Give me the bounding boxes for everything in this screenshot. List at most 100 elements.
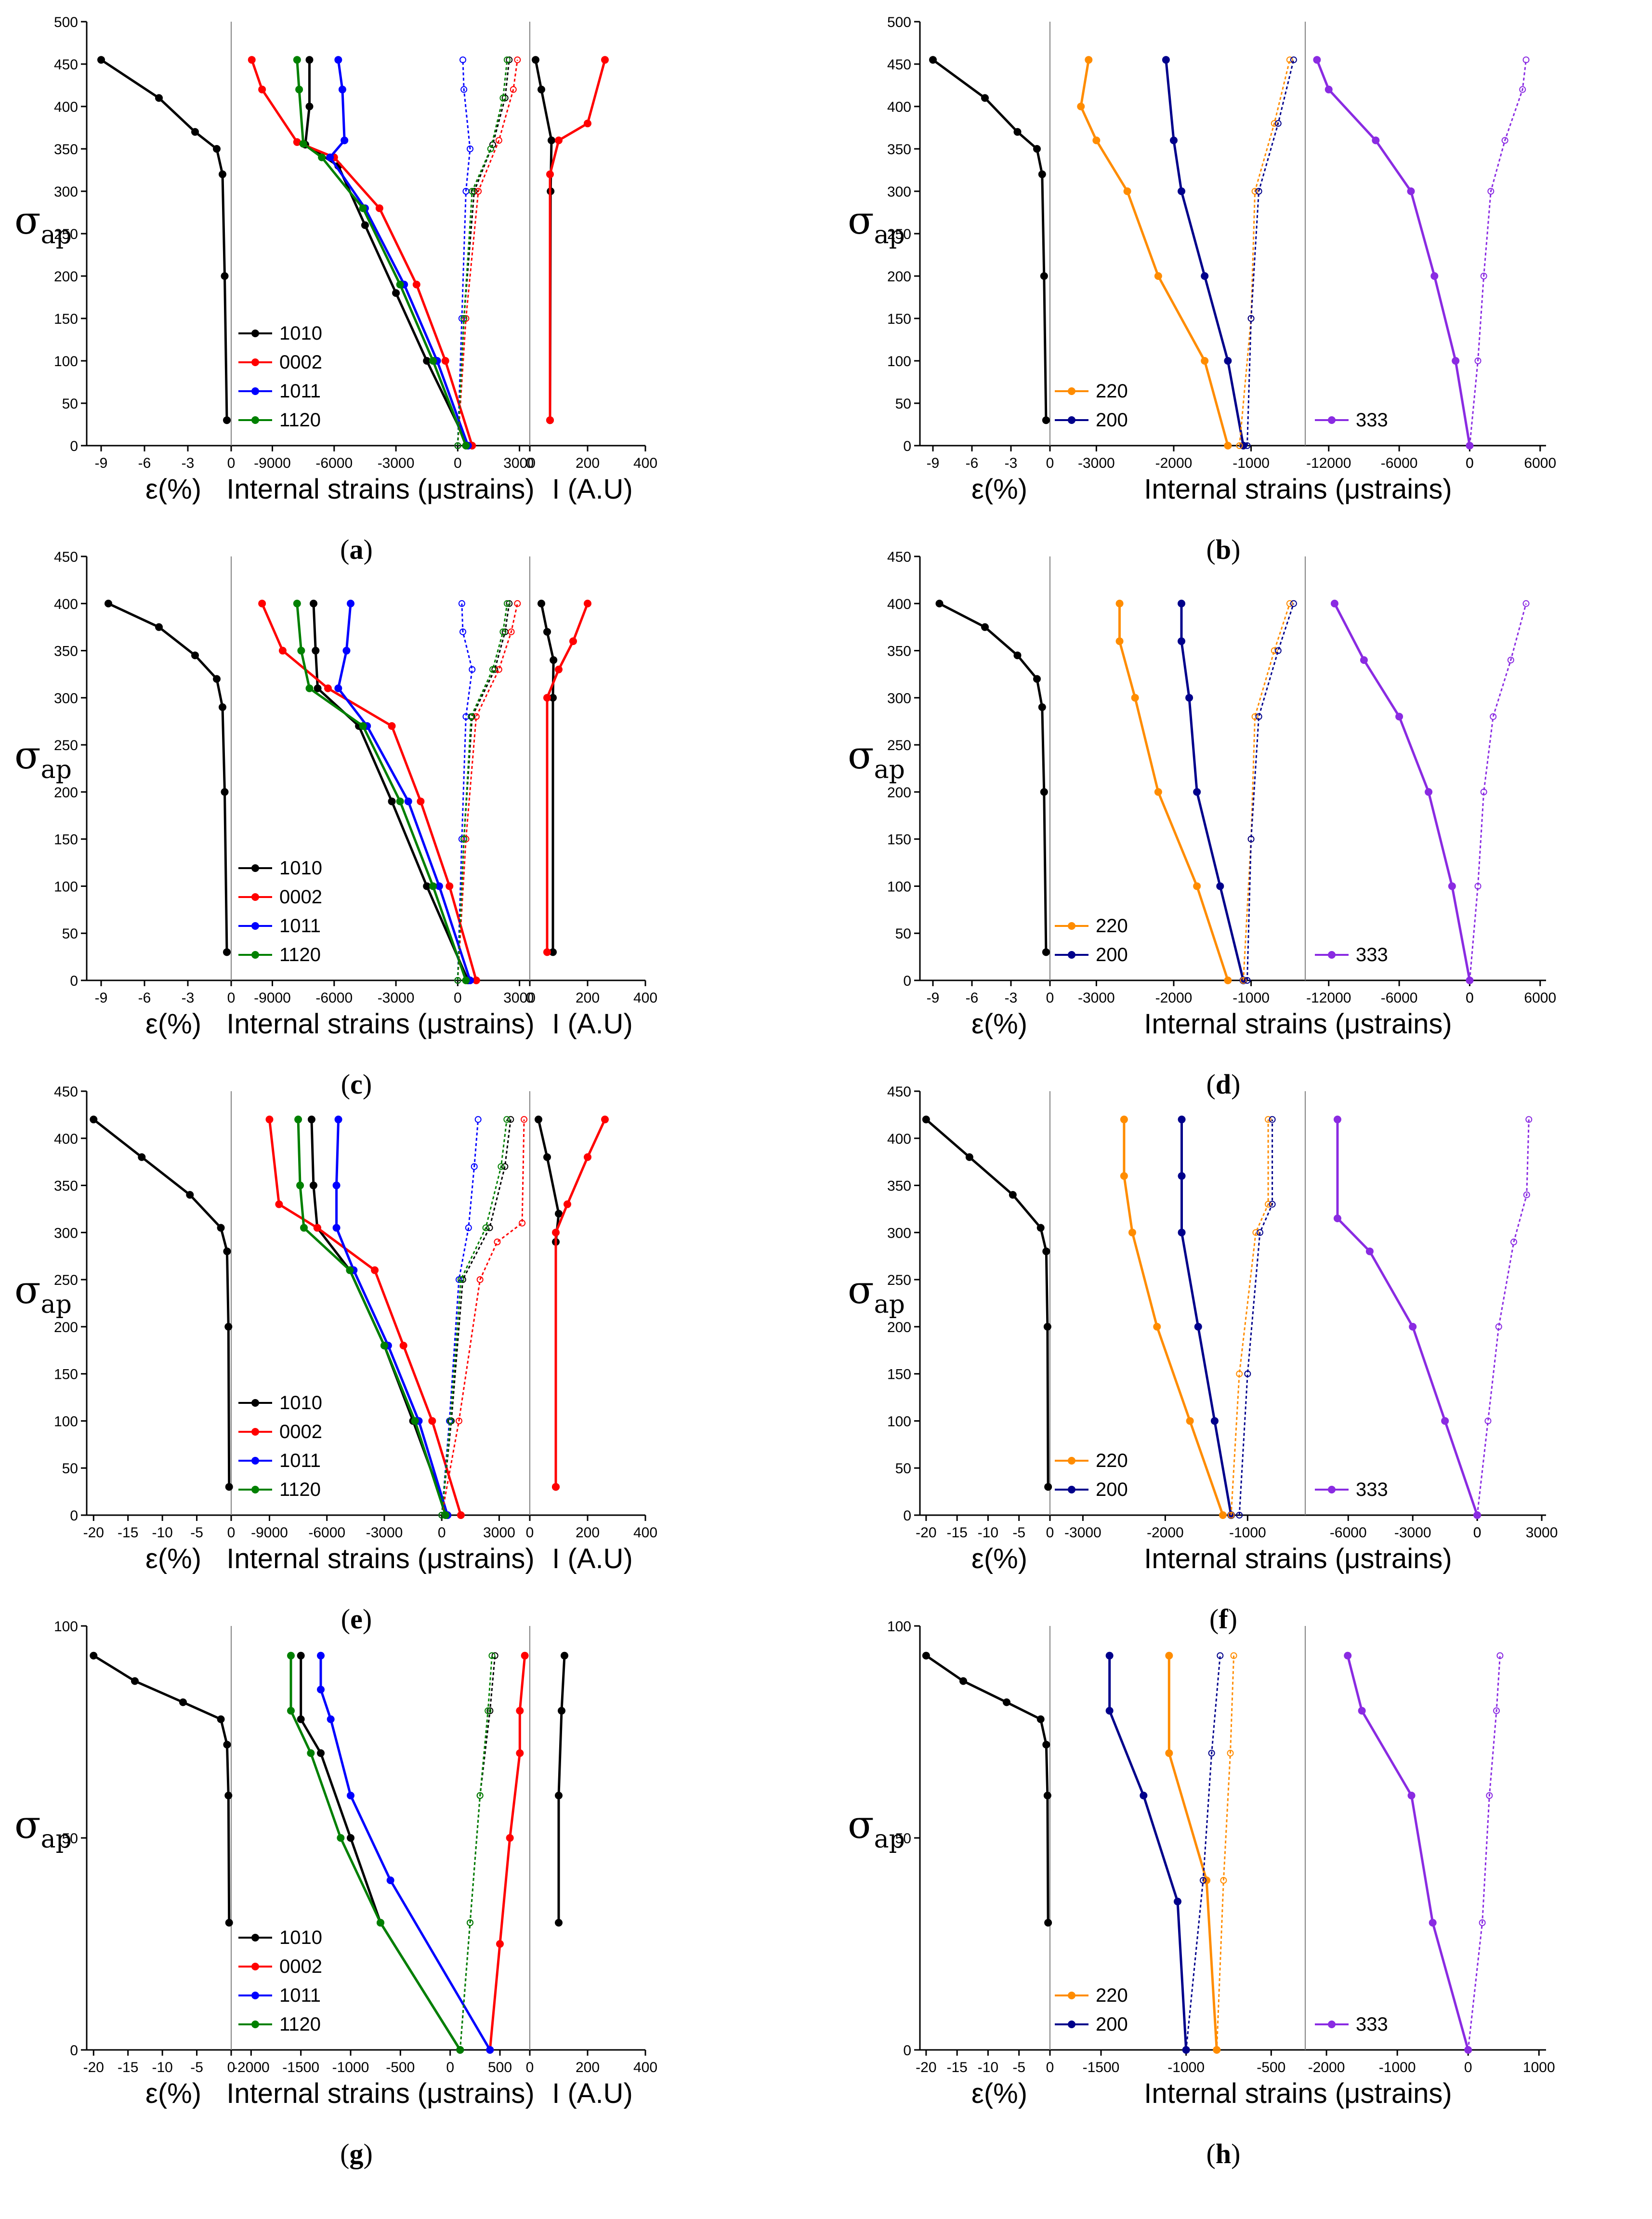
x-tick-label: -9000 — [254, 455, 291, 471]
series-line — [925, 1654, 1049, 1923]
series-point — [326, 153, 334, 161]
x-tick-label: -3000 — [1078, 990, 1115, 1006]
series-point — [489, 666, 497, 673]
series-point — [1120, 1115, 1128, 1123]
y-tick-label: 300 — [887, 184, 911, 200]
series-point — [318, 153, 326, 161]
series-line — [459, 1655, 493, 2050]
series-point — [601, 1115, 609, 1123]
x-tick-label: -10 — [152, 2060, 172, 2075]
x-tick-label: 3000 — [1526, 1525, 1558, 1541]
y-tick-label: 350 — [54, 644, 78, 660]
legend-marker — [1068, 416, 1075, 424]
series-point — [248, 56, 256, 64]
y-axis-label-sub: ap — [874, 1825, 905, 1854]
x-tick-label: -6000 — [1381, 455, 1418, 471]
series-point — [1201, 357, 1209, 365]
y-tick-label: 50 — [62, 396, 78, 412]
series-point — [1407, 1792, 1416, 1799]
x-tick-label: -2000 — [233, 2060, 270, 2075]
series-point — [498, 1163, 505, 1170]
series-point — [377, 1919, 384, 1927]
y-tick-label: 450 — [54, 549, 78, 565]
series-point — [510, 86, 517, 93]
series-line — [1346, 1655, 1469, 2050]
series-point — [503, 1116, 511, 1123]
y-tick-label: 500 — [887, 14, 911, 30]
x-tick-label: 200 — [576, 1525, 600, 1541]
x-label-epsilon: ε(%) — [145, 1008, 201, 1040]
series-point — [1271, 647, 1278, 654]
y-tick-label: 300 — [54, 184, 78, 200]
x-tick-label: 200 — [576, 455, 600, 471]
series-point — [310, 599, 318, 608]
series-point — [1496, 1652, 1504, 1659]
series-point — [1178, 187, 1186, 195]
legend-label: 1120 — [279, 1479, 321, 1500]
y-tick-label: 400 — [54, 99, 78, 115]
panel-label: (e) — [341, 1603, 372, 1635]
series-point — [965, 1153, 973, 1161]
series-point — [1480, 788, 1487, 795]
legend-marker — [251, 893, 259, 901]
legend-marker — [1068, 1457, 1075, 1465]
x-tick-label: -6000 — [308, 1525, 345, 1541]
series-point — [488, 1652, 496, 1659]
series-point — [217, 1224, 225, 1232]
series-line — [1469, 603, 1527, 981]
series-point — [287, 1651, 295, 1660]
series-line — [488, 1655, 526, 2050]
series-point — [295, 85, 303, 93]
legend-marker — [251, 2021, 259, 2028]
panel-d: 0 50 100 150 200 250 300 350 400 450 σap -9 -6 -3 0 -30… — [848, 549, 1556, 1100]
series-line — [441, 1119, 479, 1516]
y-axis-label-sub: ap — [41, 755, 72, 784]
series-line — [549, 59, 606, 421]
series-point — [1115, 599, 1124, 608]
y-tick-label: 50 — [62, 1831, 78, 1847]
series-point — [313, 1224, 321, 1232]
series-point — [371, 1266, 379, 1274]
series-point — [223, 1247, 231, 1255]
x-tick-label: -10 — [978, 2060, 998, 2075]
series-point — [1236, 1370, 1243, 1377]
series-point — [307, 1749, 315, 1757]
legend-marker — [1328, 1486, 1336, 1493]
series-point — [399, 1342, 407, 1349]
legend-marker — [1068, 1486, 1075, 1493]
series-point — [1236, 1512, 1243, 1519]
x-tick-label: -1000 — [1229, 1525, 1266, 1541]
legend-marker — [251, 1934, 259, 1942]
x-tick-label: -500 — [386, 2060, 415, 2075]
series-line — [1243, 603, 1291, 981]
y-axis-label: σap — [14, 1268, 72, 1319]
series-point — [396, 797, 404, 806]
legend-marker — [1068, 1992, 1075, 1999]
series-line — [441, 1119, 525, 1516]
legend-marker — [1068, 387, 1075, 395]
series-point — [447, 1417, 454, 1425]
series-point — [1178, 1228, 1186, 1237]
x-label-epsilon: ε(%) — [971, 474, 1027, 505]
y-tick-label: 250 — [887, 1272, 911, 1288]
series-point — [258, 85, 266, 93]
series-point — [1466, 977, 1473, 984]
series-point — [458, 315, 465, 322]
series-point — [458, 835, 465, 843]
x-tick-label: 0 — [227, 990, 236, 1006]
series-point — [428, 1417, 436, 1425]
x-tick-label: 0 — [438, 1525, 446, 1541]
series-point — [1123, 187, 1131, 195]
x-tick-label: -20 — [83, 1525, 104, 1541]
series-point — [155, 94, 163, 102]
legend-marker — [251, 358, 259, 366]
series-point — [1224, 977, 1232, 984]
series-point — [1522, 56, 1530, 64]
y-axis-label: σap — [848, 1268, 905, 1319]
series-point — [1105, 1651, 1114, 1660]
y-axis-label-sub: ap — [874, 755, 905, 784]
series-line — [92, 1118, 231, 1487]
series-point — [550, 656, 558, 664]
